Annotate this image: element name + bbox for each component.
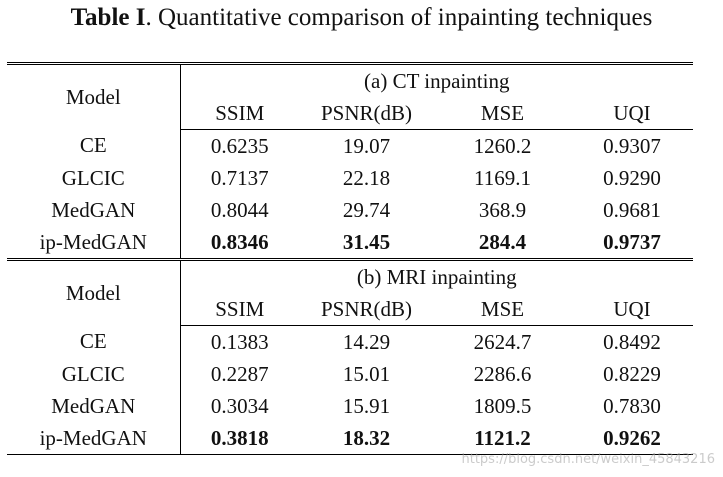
uqi-value: 0.9737 bbox=[571, 226, 693, 261]
metric-header-row: SSIM PSNR(dB) MSE UQI bbox=[7, 293, 693, 326]
mse-value: 1169.1 bbox=[474, 165, 531, 190]
psnr-value: 22.18 bbox=[342, 165, 391, 190]
table-caption: Table I. Quantitative comparison of inpa… bbox=[0, 4, 723, 32]
ssim-value: 0.2287 bbox=[210, 361, 269, 386]
table-row: MedGAN 0.3034 15.91 1809.5 0.7830 bbox=[7, 390, 693, 422]
psnr-value: 19.07 bbox=[342, 133, 391, 158]
model-name: CE bbox=[7, 325, 181, 358]
uqi-value: 0.9290 bbox=[603, 165, 661, 190]
section-b-title-row: Model (b) MRI inpainting bbox=[7, 259, 693, 326]
metric-header-ssim: SSIM bbox=[180, 293, 299, 326]
model-column-header: Model bbox=[7, 62, 181, 130]
ssim-value: 0.8044 bbox=[210, 197, 269, 222]
psnr-value: 18.32 bbox=[299, 422, 434, 455]
uqi-value: 0.8229 bbox=[603, 361, 661, 386]
metric-header-psnr: PSNR(dB) bbox=[299, 293, 434, 326]
ssim-value: 0.8346 bbox=[180, 226, 299, 261]
ssim-value: 0.1383 bbox=[210, 329, 269, 354]
uqi-value: 0.8492 bbox=[603, 329, 661, 354]
model-name: GLCIC bbox=[7, 358, 181, 390]
caption-text: . Quantitative comparison of inpainting … bbox=[145, 4, 653, 31]
uqi-value: 0.9681 bbox=[603, 197, 661, 222]
model-name: ip-MedGAN bbox=[7, 422, 181, 455]
table-row: GLCIC 0.2287 15.01 2286.6 0.8229 bbox=[7, 358, 693, 390]
psnr-value: 14.29 bbox=[342, 329, 391, 354]
psnr-value: 15.01 bbox=[342, 361, 391, 386]
mse-value: 368.9 bbox=[478, 197, 527, 222]
metric-header-mse: MSE bbox=[434, 97, 571, 130]
mse-value: 1121.2 bbox=[434, 422, 571, 455]
ssim-value: 0.3818 bbox=[180, 422, 299, 455]
metric-header-row: SSIM PSNR(dB) MSE UQI bbox=[7, 97, 693, 130]
table-row: MedGAN 0.8044 29.74 368.9 0.9681 bbox=[7, 194, 693, 226]
model-name: ip-MedGAN bbox=[7, 226, 181, 261]
ssim-value: 0.3034 bbox=[210, 393, 269, 418]
psnr-value: 31.45 bbox=[299, 226, 434, 261]
model-name: MedGAN bbox=[7, 194, 181, 226]
table-row-best: ip-MedGAN 0.3818 18.32 1121.2 0.9262 bbox=[7, 422, 693, 455]
model-column-header: Model bbox=[7, 259, 181, 326]
mse-value: 1809.5 bbox=[473, 393, 532, 418]
metric-header-psnr: PSNR(dB) bbox=[299, 97, 434, 130]
table-row: CE 0.1383 14.29 2624.7 0.8492 bbox=[7, 325, 693, 358]
psnr-value: 15.91 bbox=[342, 393, 391, 418]
metric-header-uqi: UQI bbox=[571, 293, 693, 326]
section-title: (a) CT inpainting bbox=[180, 62, 693, 97]
results-table: Model (a) CT inpainting SSIM PSNR(dB) MS… bbox=[7, 62, 693, 455]
caption-label: Table I bbox=[70, 4, 146, 31]
metric-header-mse: MSE bbox=[434, 293, 571, 326]
ssim-value: 0.7137 bbox=[210, 165, 269, 190]
table-row-best: ip-MedGAN 0.8346 31.45 284.4 0.9737 bbox=[7, 226, 693, 261]
mse-value: 284.4 bbox=[434, 226, 571, 261]
mse-value: 2624.7 bbox=[473, 329, 532, 354]
watermark-text: https://blog.csdn.net/weixin_45843216 bbox=[461, 452, 715, 467]
section-a-title-row: Model (a) CT inpainting bbox=[7, 62, 693, 130]
model-name: CE bbox=[7, 129, 181, 162]
table-row: GLCIC 0.7137 22.18 1169.1 0.9290 bbox=[7, 162, 693, 194]
table-row: CE 0.6235 19.07 1260.2 0.9307 bbox=[7, 129, 693, 162]
section-title: (b) MRI inpainting bbox=[356, 264, 517, 289]
model-name: MedGAN bbox=[7, 390, 181, 422]
model-name: GLCIC bbox=[7, 162, 181, 194]
mse-value: 2286.6 bbox=[473, 361, 532, 386]
uqi-value: 0.7830 bbox=[603, 393, 661, 418]
ssim-value: 0.6235 bbox=[210, 133, 269, 158]
mse-value: 1260.2 bbox=[473, 133, 532, 158]
uqi-value: 0.9307 bbox=[603, 133, 661, 158]
metric-header-uqi: UQI bbox=[571, 97, 693, 130]
psnr-value: 29.74 bbox=[342, 197, 391, 222]
uqi-value: 0.9262 bbox=[571, 422, 693, 455]
metric-header-ssim: SSIM bbox=[180, 97, 299, 130]
